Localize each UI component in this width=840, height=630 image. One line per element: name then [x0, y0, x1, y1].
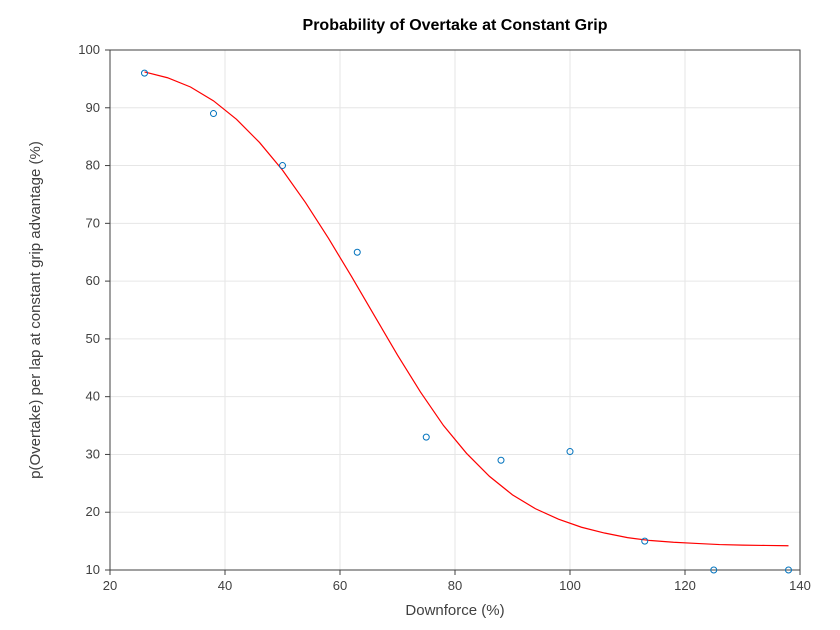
x-tick-label: 40 [218, 578, 232, 593]
y-tick-label: 40 [86, 389, 100, 404]
x-tick-label: 140 [789, 578, 811, 593]
y-tick-label: 50 [86, 331, 100, 346]
chart-svg: 20406080100120140102030405060708090100Pr… [0, 0, 840, 630]
chart-container: 20406080100120140102030405060708090100Pr… [0, 0, 840, 630]
y-tick-label: 70 [86, 215, 100, 230]
y-tick-label: 30 [86, 446, 100, 461]
y-axis-label: p(Overtake) per lap at constant grip adv… [27, 141, 44, 479]
y-tick-label: 10 [86, 562, 100, 577]
y-tick-label: 60 [86, 273, 100, 288]
x-tick-label: 60 [333, 578, 347, 593]
x-axis-label: Downforce (%) [405, 602, 504, 619]
x-tick-label: 20 [103, 578, 117, 593]
y-tick-label: 80 [86, 158, 100, 173]
x-tick-label: 100 [559, 578, 581, 593]
chart-title: Probability of Overtake at Constant Grip [303, 17, 608, 34]
x-tick-label: 120 [674, 578, 696, 593]
y-tick-label: 90 [86, 100, 100, 115]
y-tick-label: 20 [86, 504, 100, 519]
y-tick-label: 100 [78, 42, 100, 57]
x-tick-label: 80 [448, 578, 462, 593]
